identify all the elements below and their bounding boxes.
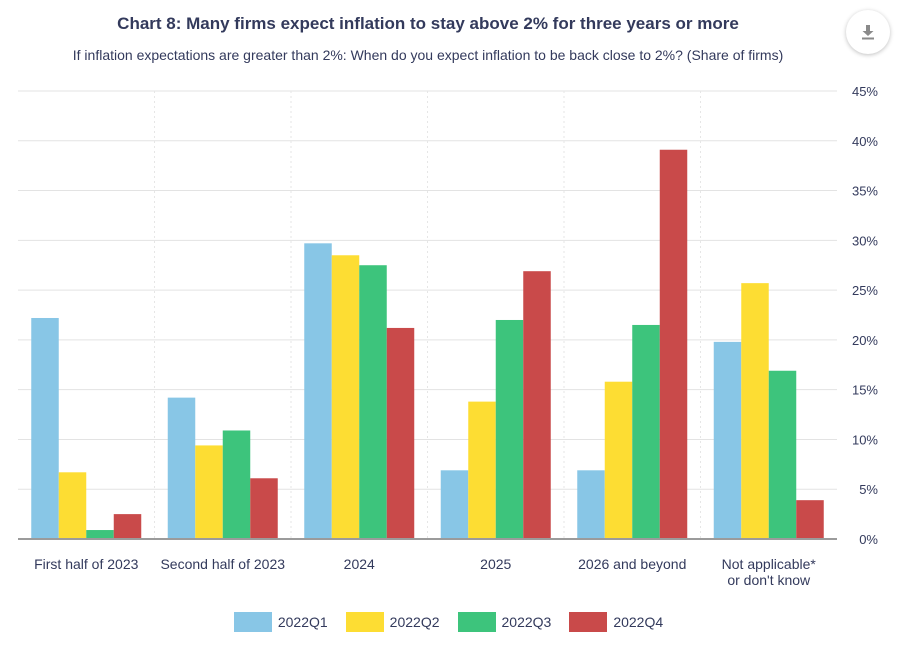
bar-2022Q1-1[interactable] bbox=[167, 397, 196, 539]
y-tick-label: 20% bbox=[852, 333, 878, 348]
legend-label: 2022Q4 bbox=[613, 614, 664, 630]
y-tick-label: 0% bbox=[859, 532, 878, 547]
y-tick-label: 15% bbox=[852, 383, 878, 398]
bar-2022Q2-5[interactable] bbox=[741, 283, 769, 539]
legend-item-2022Q3[interactable]: 2022Q3 bbox=[457, 612, 552, 632]
download-icon bbox=[862, 25, 874, 40]
x-tick-label: Not applicable* or don't know bbox=[722, 556, 817, 588]
y-tick-label: 45% bbox=[852, 84, 878, 99]
bar-2022Q4-0[interactable] bbox=[113, 514, 142, 539]
bar-2022Q1-2[interactable] bbox=[304, 243, 332, 539]
x-tick-label: 2026 and beyond bbox=[578, 556, 686, 572]
legend-label: 2022Q3 bbox=[501, 614, 552, 630]
bar-2022Q1-3[interactable] bbox=[440, 470, 469, 539]
legend-swatch bbox=[233, 612, 272, 632]
legend-item-2022Q4[interactable]: 2022Q4 bbox=[569, 612, 663, 632]
bar-2022Q4-3[interactable] bbox=[523, 271, 551, 539]
bar-2022Q2-3[interactable] bbox=[468, 401, 496, 539]
y-tick-label: 10% bbox=[852, 432, 878, 447]
y-tick-label: 35% bbox=[852, 184, 878, 199]
legend-label: 2022Q2 bbox=[389, 614, 440, 630]
x-tick-label: 2025 bbox=[480, 556, 511, 572]
x-tick-label: First half of 2023 bbox=[34, 556, 138, 572]
bar-2022Q4-2[interactable] bbox=[386, 327, 415, 539]
bar-2022Q1-4[interactable] bbox=[577, 470, 605, 539]
bar-2022Q2-0[interactable] bbox=[58, 472, 87, 539]
bar-2022Q3-2[interactable] bbox=[359, 265, 387, 539]
legend-swatch bbox=[569, 612, 608, 632]
chart-subtitle: If inflation expectations are greater th… bbox=[72, 47, 784, 63]
legend-swatch bbox=[457, 612, 496, 632]
bar-2022Q2-2[interactable] bbox=[331, 255, 360, 539]
bar-2022Q4-5[interactable] bbox=[796, 500, 824, 539]
y-tick-label: 5% bbox=[859, 482, 878, 497]
legend: 2022Q1 2022Q2 2022Q3 2022Q4 bbox=[0, 612, 897, 632]
chart-title: Chart 8: Many firms expect inflation to … bbox=[117, 14, 739, 33]
bar-2022Q3-5[interactable] bbox=[768, 370, 797, 539]
bar-2022Q3-1[interactable] bbox=[222, 430, 251, 539]
legend-label: 2022Q1 bbox=[277, 614, 328, 630]
bar-2022Q1-0[interactable] bbox=[31, 317, 59, 539]
y-tick-label: 30% bbox=[852, 233, 878, 248]
bar-2022Q2-4[interactable] bbox=[604, 381, 633, 539]
x-tick-label: 2024 bbox=[344, 556, 375, 572]
bar-2022Q1-5[interactable] bbox=[713, 341, 742, 539]
y-tick-label: 40% bbox=[852, 134, 878, 149]
bar-2022Q4-4[interactable] bbox=[659, 149, 688, 539]
bar-2022Q4-1[interactable] bbox=[250, 478, 278, 539]
bar-2022Q3-3[interactable] bbox=[495, 319, 524, 539]
legend-item-2022Q1[interactable]: 2022Q1 bbox=[233, 612, 328, 632]
legend-item-2022Q2[interactable]: 2022Q2 bbox=[345, 612, 440, 632]
bar-2022Q3-0[interactable] bbox=[86, 530, 114, 539]
bar-2022Q2-1[interactable] bbox=[195, 445, 223, 539]
x-tick-label: Second half of 2023 bbox=[160, 556, 285, 572]
legend-swatch bbox=[345, 612, 384, 632]
bar-2022Q3-4[interactable] bbox=[632, 324, 660, 539]
y-tick-label: 25% bbox=[852, 283, 878, 298]
export-button[interactable] bbox=[846, 10, 890, 54]
